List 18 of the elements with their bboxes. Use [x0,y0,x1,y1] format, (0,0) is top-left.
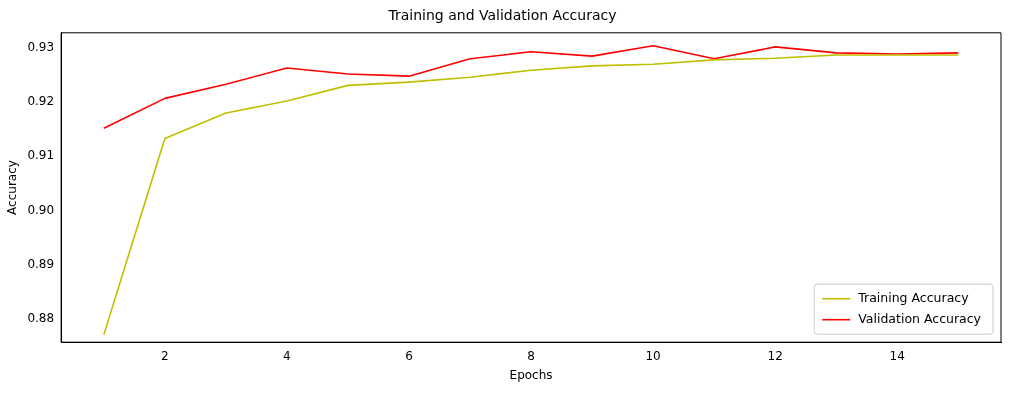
legend-label: Validation Accuracy [858,310,982,326]
y-tick-label: 0.92 [27,94,55,109]
y-tick-label: 0.88 [27,311,55,326]
x-tick-label: 8 [527,348,535,363]
y-tick-label: 0.89 [27,256,55,271]
y-axis-title: Accuracy [5,160,20,215]
x-tick-label: 4 [283,348,291,363]
x-tick-label: 10 [645,348,661,363]
x-tick-label: 14 [889,348,905,363]
y-tick-label: 0.90 [27,202,55,217]
chart-title: Training and Validation Accuracy [387,7,617,24]
x-tick-label: 6 [405,348,413,363]
legend-label: Training Accuracy [857,289,970,305]
x-tick-label: 2 [161,348,169,363]
y-tick-label: 0.93 [27,40,55,55]
x-tick-label: 12 [767,348,783,363]
x-axis-title: Epochs [509,367,553,382]
y-tick-label: 0.91 [27,148,55,163]
